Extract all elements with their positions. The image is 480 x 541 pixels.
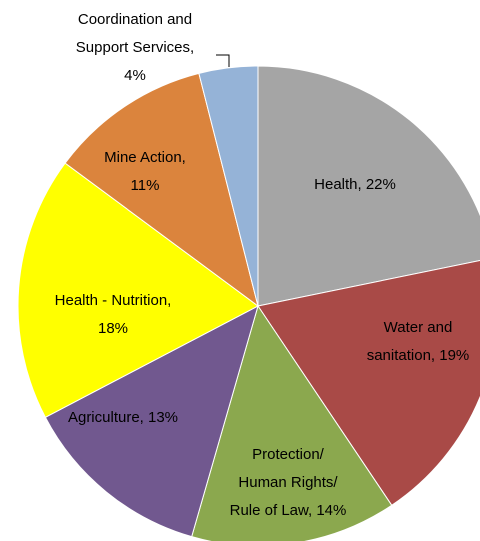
slice-label: Protection/ (252, 446, 325, 463)
slice-label: Support Services, (76, 39, 194, 56)
slice-label: 11% (131, 177, 160, 194)
slice-label: 18% (98, 320, 128, 337)
slice-label: Water and (384, 319, 453, 336)
slice-label: sanitation, 19% (367, 347, 470, 364)
slice-label: 4% (124, 67, 146, 84)
slice-label: Health - Nutrition, (55, 292, 172, 309)
slice-label: Coordination and (78, 11, 192, 28)
pie-slice (257, 65, 480, 307)
slice-label: Health, 22% (314, 176, 396, 193)
pie-slice (64, 72, 259, 308)
slice-label: Mine Action, (104, 149, 186, 166)
slice-label: Agriculture, 13% (68, 409, 178, 426)
pie-slice (257, 259, 480, 506)
slice-label: Human Rights/ (238, 474, 338, 491)
pie-slice (44, 305, 259, 538)
pie-slice (198, 65, 259, 307)
leader-line (216, 54, 230, 67)
slice-label: Rule of Law, 14% (230, 502, 347, 519)
pie-slice (17, 162, 259, 418)
